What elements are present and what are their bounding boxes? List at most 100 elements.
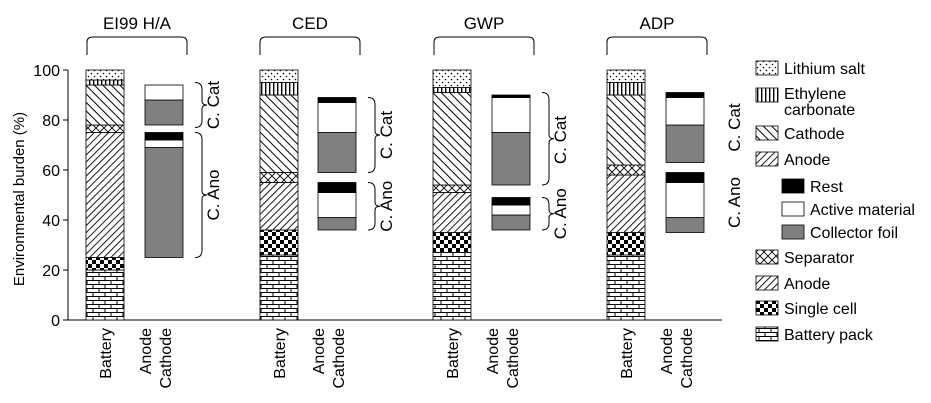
axes: 0 20 40 60 80 100 Environmental burden (%) [11,63,722,330]
bar-segment-separator [259,172,299,183]
y-tick-label: 60 [42,163,60,180]
bar-segment-cathode [259,94,299,173]
legend-label: Anode [784,276,830,293]
legend-swatch-single_cell [755,300,779,316]
legend-swatch-cathode [755,125,779,141]
x-label-battery: Battery [619,328,636,379]
anode-detail-active_material [491,204,531,216]
bar-segment-lithium_salt [606,69,646,83]
bar-segment-ethylene_carbonate [85,79,125,86]
legend-label: Anode [784,152,830,169]
group-bracket [259,36,361,55]
bars [85,69,705,321]
anode-detail-collector_foil [317,217,357,231]
anode-side-label: C. Ano [551,188,570,239]
legend-label: Cathode [784,126,845,143]
y-tick-label: 80 [42,113,60,130]
legend-label: Rest [810,179,843,196]
cathode-detail-active_material [491,97,531,133]
bar-segment-battery_pack [606,254,646,321]
bar-segment-lithium_salt [432,69,472,88]
bar-segment-single_cell [432,232,472,253]
cathode-side-label: C. Cat [725,103,744,151]
x-label-cathode: Cathode [505,328,522,389]
bar-segment-single_cell [259,229,299,256]
group-title: ADP [640,14,675,33]
legend-swatch-anode [755,151,779,167]
cathode-detail-active_material [144,84,184,101]
bar-segment-anode [606,174,646,233]
anode-side-label: C. Ano [204,169,223,220]
anode-bracket [194,132,208,258]
x-label-anode: Anode [485,328,502,374]
bar-segment-anode [259,182,299,231]
cathode-side-label: C. Cat [204,81,223,129]
cathode-detail-active_material [665,97,705,126]
legend-swatch-separator [755,249,779,265]
bar-segment-single_cell [606,232,646,256]
bar-segment-lithium_salt [259,69,299,83]
anode-detail-rest [491,197,531,206]
legend-label: Lithium salt [784,61,865,78]
group-bracket [86,36,188,55]
cathode-detail-rest [665,92,705,98]
bar-segment-separator [606,164,646,176]
anode-detail-rest [317,182,357,193]
anode-detail-collector_foil [491,214,531,231]
cathode-side-label: C. Cat [377,111,396,159]
cathode-bracket [194,82,208,128]
legend-label: Collector foil [810,225,898,242]
anode-detail-active_material [665,182,705,218]
x-label-battery: Battery [98,328,115,379]
group-bracket [433,36,535,55]
anode-detail-rest [665,172,705,183]
anode-bracket [541,197,555,231]
x-label-anode: Anode [659,328,676,374]
bar-segment-anode [432,192,472,233]
group-title: GWP [464,14,505,33]
bar-segment-battery_pack [85,269,125,321]
anode-side-label: C. Ano [725,177,744,228]
bar-segment-battery_pack [432,252,472,321]
cathode-bracket [367,97,381,173]
anode-detail-collector_foil [665,217,705,233]
anode-detail-rest [144,132,184,141]
x-label-cathode: Cathode [331,328,348,389]
group-bracket [606,36,708,55]
legend-swatch-active_material [781,201,805,217]
bar-segment-cathode [606,94,646,166]
bar-segment-battery_pack [259,254,299,321]
cathode-detail-collector_foil [317,132,357,173]
group-title: CED [292,14,328,33]
cathode-detail-active_material [317,102,357,133]
legend-label: Single cell [784,301,857,318]
cathode-detail-rest [491,94,531,98]
legend-label: Separator [784,250,855,267]
legend-swatch-collector_foil [781,224,805,240]
bar-segment-ethylene_carbonate [432,87,472,93]
legend-label: Active material [810,202,915,219]
legend-swatch-ethylene_carbonate [755,87,779,103]
x-label-cathode: Cathode [679,328,696,389]
legend-swatch-anode [755,275,779,291]
x-label-battery: Battery [445,328,462,379]
cathode-detail-collector_foil [665,124,705,163]
x-label-anode: Anode [311,328,328,374]
bar-segment-anode [85,132,125,258]
bar-segment-separator [432,184,472,193]
bar-segment-ethylene_carbonate [606,82,646,96]
cathode-detail-collector_foil [491,132,531,186]
bar-segment-lithium_salt [85,69,125,81]
legend-swatch-battery_pack [755,326,779,342]
y-tick-label: 20 [42,263,60,280]
anode-bracket [367,182,381,231]
anode-side-label: C. Ano [377,181,396,232]
x-label-cathode: Cathode [158,328,175,389]
bar-segment-ethylene_carbonate [259,82,299,96]
y-tick-label: 0 [51,313,60,330]
x-label-anode: Anode [138,328,155,374]
cathode-detail-rest [317,97,357,103]
